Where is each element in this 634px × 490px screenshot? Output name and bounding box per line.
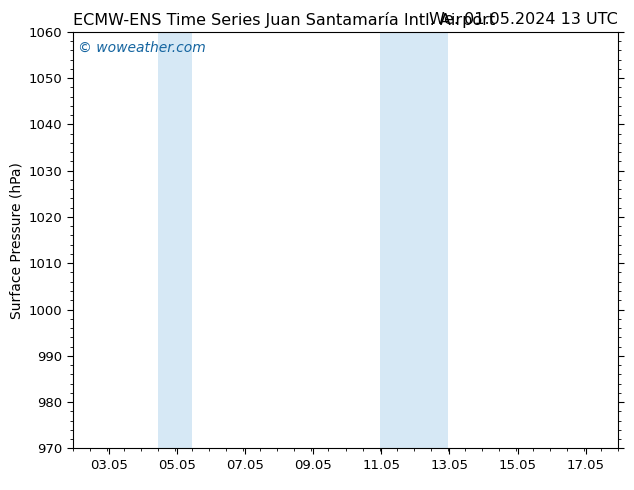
Text: We. 01.05.2024 13 UTC: We. 01.05.2024 13 UTC [429,12,618,27]
Bar [380,32,448,448]
Bar [158,32,192,448]
Text: ECMW-ENS Time Series Juan Santamaría Intl. Airport: ECMW-ENS Time Series Juan Santamaría Int… [73,12,495,28]
Text: © woweather.com: © woweather.com [78,41,206,55]
Y-axis label: Surface Pressure (hPa): Surface Pressure (hPa) [9,162,23,318]
